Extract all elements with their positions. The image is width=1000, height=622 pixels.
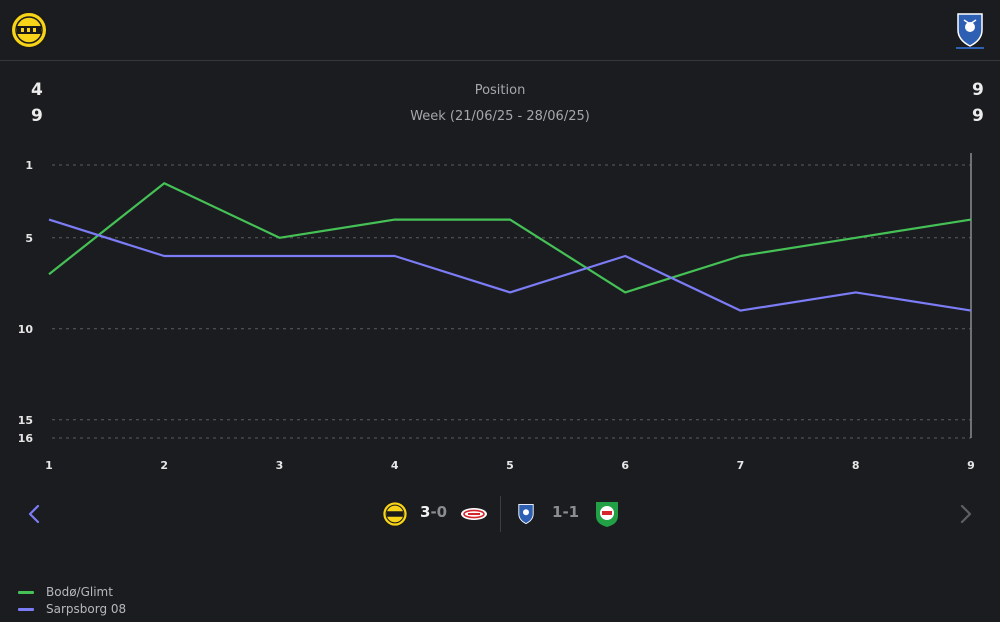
chevron-left-icon[interactable] <box>24 502 44 526</box>
home-match-score[interactable]: 3-0 <box>420 503 448 521</box>
away-position-value: 9 <box>972 80 984 100</box>
opponent-crest-icon[interactable] <box>460 506 488 522</box>
legend-item-bodo-glimt[interactable]: Bodø/Glimt <box>18 585 113 599</box>
sarpsborg-08-crest-icon[interactable] <box>514 501 538 527</box>
x-tick-label: 4 <box>391 459 399 472</box>
bodo-glimt-crest-icon[interactable] <box>10 11 48 49</box>
legend-swatch <box>18 608 34 611</box>
x-tick-label: 1 <box>45 459 53 472</box>
y-tick-label: 16 <box>18 432 34 445</box>
header <box>0 0 1000 61</box>
legend-item-sarpsborg-08[interactable]: Sarpsborg 08 <box>18 602 126 616</box>
y-tick-label: 5 <box>25 232 33 245</box>
sarpsborg-08-crest-icon[interactable] <box>950 10 990 50</box>
series-line <box>48 218 972 312</box>
x-tick-label: 8 <box>852 459 860 472</box>
chart-title: Position <box>474 83 526 98</box>
opponent-crest-icon[interactable] <box>594 500 620 528</box>
x-tick-label: 9 <box>967 459 975 472</box>
home-position-value: 4 <box>31 80 43 100</box>
bodo-glimt-crest-icon[interactable] <box>382 501 408 527</box>
chart-subtitle: Week (21/06/25 - 28/06/25) <box>410 109 590 124</box>
x-tick-label: 5 <box>506 459 514 472</box>
x-tick-label: 3 <box>276 459 284 472</box>
away-week-value: 9 <box>972 106 984 126</box>
legend-swatch <box>18 591 34 594</box>
y-tick-label: 1 <box>25 159 33 172</box>
away-match-score[interactable]: 1-1 <box>552 503 580 521</box>
y-tick-label: 10 <box>18 323 34 336</box>
x-tick-label: 6 <box>621 459 629 472</box>
home-week-value: 9 <box>31 106 43 126</box>
y-tick-label: 15 <box>18 414 33 427</box>
match-results: 3-0 1-1 <box>378 496 628 532</box>
match-divider <box>500 496 501 532</box>
x-tick-label: 2 <box>160 459 168 472</box>
chevron-right-icon[interactable] <box>956 502 976 526</box>
series-line <box>48 182 972 294</box>
x-tick-label: 7 <box>737 459 745 472</box>
